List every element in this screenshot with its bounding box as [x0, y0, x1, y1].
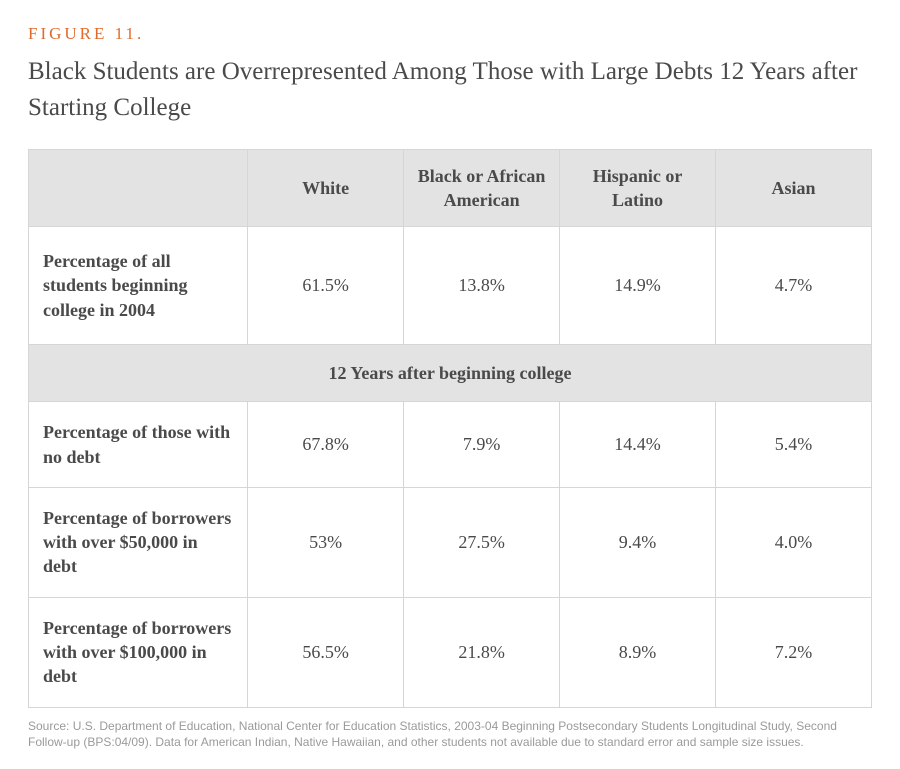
- table-row: Percentage of those with no debt 67.8% 7…: [29, 402, 872, 488]
- data-table: White Black or African American Hispanic…: [28, 149, 872, 708]
- cell-value: 4.0%: [716, 487, 872, 597]
- figure-title: Black Students are Overrepresented Among…: [28, 54, 872, 127]
- table-row: Percentage of borrowers with over $100,0…: [29, 597, 872, 707]
- cell-value: 27.5%: [404, 487, 560, 597]
- cell-value: 9.4%: [560, 487, 716, 597]
- cell-value: 67.8%: [248, 402, 404, 488]
- figure-label: FIGURE 11.: [28, 24, 872, 44]
- cell-value: 56.5%: [248, 597, 404, 707]
- row-label: Percentage of borrowers with over $50,00…: [29, 487, 248, 597]
- figure-frame: FIGURE 11. Black Students are Overrepres…: [0, 0, 900, 769]
- cell-value: 7.9%: [404, 402, 560, 488]
- cell-value: 21.8%: [404, 597, 560, 707]
- row-label: Percentage of all students beginning col…: [29, 227, 248, 345]
- section-header-cell: 12 Years after beginning college: [29, 344, 872, 401]
- row-label: Percentage of those with no debt: [29, 402, 248, 488]
- table-row: Percentage of all students beginning col…: [29, 227, 872, 345]
- col-header-blank: [29, 149, 248, 227]
- cell-value: 7.2%: [716, 597, 872, 707]
- cell-value: 13.8%: [404, 227, 560, 345]
- cell-value: 61.5%: [248, 227, 404, 345]
- col-header-black: Black or African American: [404, 149, 560, 227]
- cell-value: 8.9%: [560, 597, 716, 707]
- cell-value: 5.4%: [716, 402, 872, 488]
- col-header-white: White: [248, 149, 404, 227]
- col-header-asian: Asian: [716, 149, 872, 227]
- cell-value: 53%: [248, 487, 404, 597]
- cell-value: 14.4%: [560, 402, 716, 488]
- table-header-row: White Black or African American Hispanic…: [29, 149, 872, 227]
- cell-value: 14.9%: [560, 227, 716, 345]
- cell-value: 4.7%: [716, 227, 872, 345]
- source-note: Source: U.S. Department of Education, Na…: [28, 718, 848, 752]
- table-row: Percentage of borrowers with over $50,00…: [29, 487, 872, 597]
- col-header-hispanic: Hispanic or Latino: [560, 149, 716, 227]
- table-section-header: 12 Years after beginning college: [29, 344, 872, 401]
- row-label: Percentage of borrowers with over $100,0…: [29, 597, 248, 707]
